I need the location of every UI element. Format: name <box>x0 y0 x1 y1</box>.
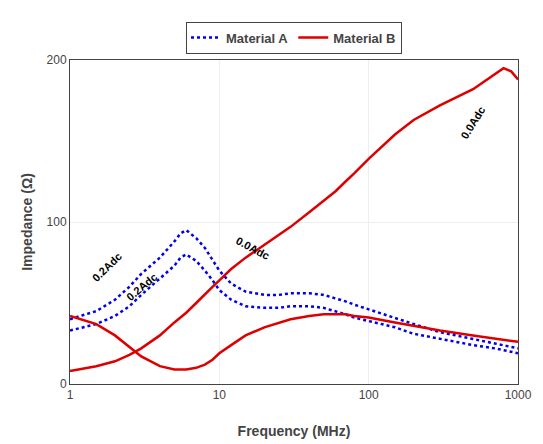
svg-text:Impedance (Ω): Impedance (Ω) <box>19 173 35 271</box>
svg-text:Material B: Material B <box>333 31 395 46</box>
svg-text:0.2Adc: 0.2Adc <box>90 250 124 284</box>
svg-text:Frequency (MHz): Frequency (MHz) <box>238 423 351 439</box>
svg-text:0.0Adc: 0.0Adc <box>234 234 271 262</box>
svg-text:100: 100 <box>359 388 379 402</box>
svg-text:1: 1 <box>67 388 74 402</box>
svg-text:10: 10 <box>213 388 227 402</box>
svg-text:1000: 1000 <box>505 388 532 402</box>
svg-text:Material A: Material A <box>226 31 288 46</box>
svg-text:0.0Adc: 0.0Adc <box>458 104 487 141</box>
svg-text:100: 100 <box>47 215 67 229</box>
svg-text:0.2Adc: 0.2Adc <box>124 271 159 303</box>
svg-text:0: 0 <box>60 377 67 391</box>
svg-text:200: 200 <box>47 53 67 67</box>
